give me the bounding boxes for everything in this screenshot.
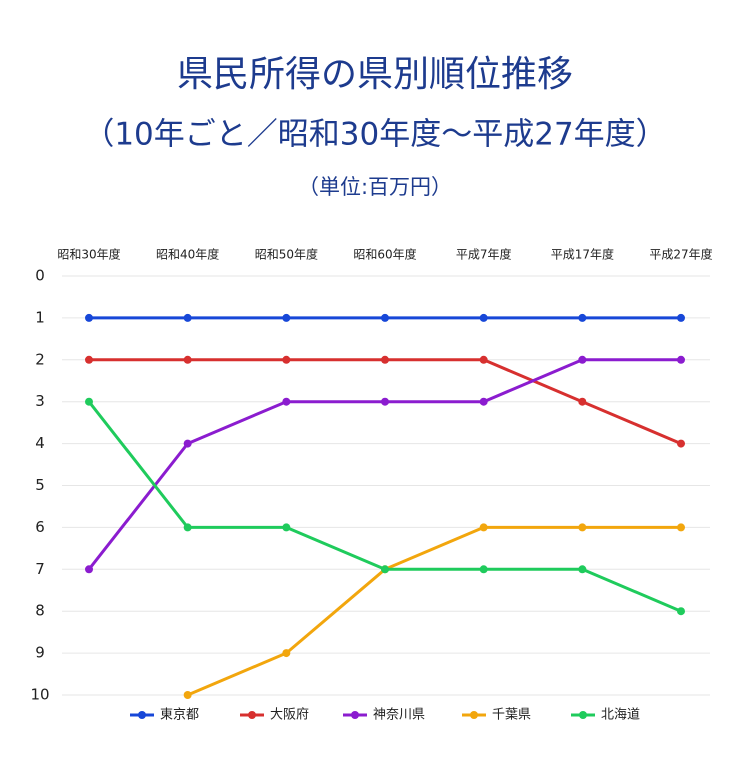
point <box>677 607 685 616</box>
y-tick-label: 1 <box>35 308 45 326</box>
legend-marker <box>138 711 146 719</box>
point <box>479 565 488 574</box>
point <box>578 397 587 406</box>
point <box>578 355 587 364</box>
point <box>282 397 291 406</box>
legend-label: 千葉県 <box>492 708 531 723</box>
point <box>578 565 587 574</box>
y-tick-label: 10 <box>30 686 49 704</box>
chart-title: 県民所得の県別順位推移 <box>177 54 573 95</box>
y-tick-label: 0 <box>35 267 45 285</box>
x-tick-label: 昭和50年度 <box>255 247 318 262</box>
point <box>677 355 685 364</box>
point <box>183 691 192 699</box>
chart-subtitle: （10年ごと／昭和30年度～平成27年度） <box>83 117 666 153</box>
point <box>282 355 291 364</box>
point <box>381 355 389 364</box>
series-line <box>87 358 681 571</box>
y-tick-label: 4 <box>35 434 45 452</box>
point <box>282 649 291 658</box>
y-tick-label: 7 <box>35 560 45 578</box>
y-tick-label: 8 <box>35 602 45 620</box>
point <box>85 313 93 322</box>
y-tick-label: 2 <box>35 350 45 368</box>
series-line <box>187 525 681 697</box>
point <box>381 565 389 574</box>
point <box>381 397 389 406</box>
x-tick-label: 平成17年度 <box>551 247 614 262</box>
point <box>282 313 291 322</box>
point <box>578 313 587 322</box>
point <box>183 355 192 364</box>
point <box>479 397 488 406</box>
point <box>578 523 587 532</box>
point <box>677 439 685 448</box>
point <box>282 523 291 532</box>
legend-label: 神奈川県 <box>373 708 425 723</box>
x-tick-label: 昭和40年度 <box>156 247 219 262</box>
point <box>479 355 488 364</box>
series-line <box>87 400 682 613</box>
y-tick-label: 6 <box>35 518 45 536</box>
x-tick-label: 平成27年度 <box>649 247 712 262</box>
x-tick-label: 平成7年度 <box>456 247 512 262</box>
legend-marker <box>470 711 478 719</box>
legend-marker <box>248 711 256 719</box>
point <box>677 313 685 322</box>
point <box>85 355 93 364</box>
legend-label: 大阪府 <box>270 708 309 723</box>
x-tick-label: 昭和60年度 <box>353 247 416 262</box>
y-tick-label: 3 <box>35 392 45 410</box>
point <box>479 523 488 532</box>
point <box>677 523 685 532</box>
point <box>85 397 93 406</box>
unit-label: （単位:百万円） <box>298 175 452 199</box>
point <box>381 313 389 322</box>
legend-label: 北海道 <box>601 708 640 723</box>
x-tick-label: 昭和30年度 <box>57 247 120 262</box>
y-tick-label: 9 <box>35 644 45 662</box>
point <box>183 523 192 532</box>
point <box>479 313 488 322</box>
y-tick-label: 5 <box>35 476 45 494</box>
point <box>183 313 192 322</box>
legend-marker <box>579 711 587 719</box>
legend-label: 東京都 <box>160 707 199 723</box>
legend-marker <box>351 711 359 719</box>
point <box>85 565 93 574</box>
point <box>183 439 192 448</box>
